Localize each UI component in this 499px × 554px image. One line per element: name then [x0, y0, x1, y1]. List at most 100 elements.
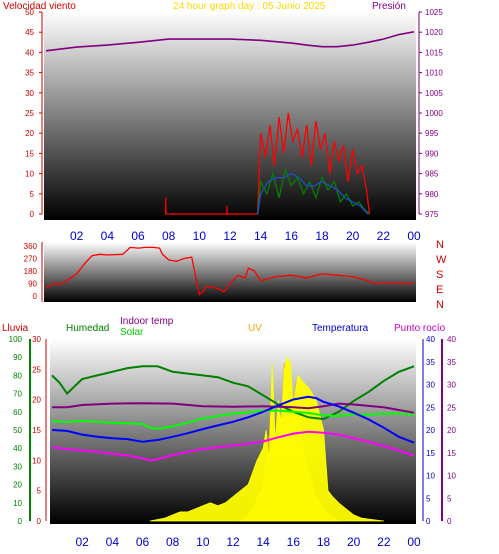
solar-tick-label: 20	[32, 396, 41, 405]
temperature-tick-label: 0	[426, 517, 431, 526]
wind-tick-label: 15	[25, 149, 34, 158]
pressure-tick-label: 1005	[425, 89, 443, 98]
series-line-3	[51, 395, 415, 444]
temperature-label: Temperatura	[312, 323, 369, 334]
solar-tick-label: 30	[32, 335, 41, 344]
indoor-temp-label: Indoor temp	[120, 316, 174, 327]
dewpoint-tick-label: 30	[447, 381, 456, 390]
x-tick-label: 20	[347, 535, 361, 549]
x-tick-label: 08	[162, 229, 176, 243]
wind-tick-label: 35	[25, 69, 34, 78]
wind-tick-label: 45	[25, 28, 34, 37]
direction-tick-label: 360	[24, 242, 38, 251]
temperature-tick-label: 10	[426, 472, 435, 481]
dewpoint-tick-label: 15	[447, 449, 456, 458]
humidity-tick-label: 20	[13, 481, 22, 490]
x-tick-label: 18	[315, 229, 329, 243]
x-tick-label: 00	[407, 229, 421, 243]
series-line-0	[45, 31, 415, 52]
series-line-1	[164, 112, 371, 215]
humidity-axis-label: Humedad	[66, 323, 109, 334]
humidity-tick-label: 0	[18, 517, 23, 526]
temperature-tick-label: 30	[426, 381, 435, 390]
x-tick-label: 02	[75, 535, 89, 549]
direction-tick-label: 270	[24, 255, 38, 264]
humidity-tick-label: 80	[13, 371, 22, 380]
wind-tick-label: 50	[25, 8, 34, 17]
x-tick-label: 22	[377, 535, 391, 549]
humidity-tick-label: 30	[13, 462, 22, 471]
pressure-tick-label: 975	[425, 210, 439, 219]
uv-label: UV	[248, 323, 262, 334]
x-tick-label: 18	[317, 535, 331, 549]
direction-panel-bg	[44, 242, 416, 302]
pressure-axis-label: Presión	[372, 1, 406, 12]
temperature-tick-label: 20	[426, 426, 435, 435]
temperature-tick-label: 40	[426, 335, 435, 344]
humidity-tick-label: 40	[13, 444, 22, 453]
series-line-4	[51, 430, 415, 462]
x-tick-label: 20	[346, 229, 360, 243]
pressure-tick-label: 1010	[425, 69, 443, 78]
solar-tick-label: 0	[37, 517, 42, 526]
humidity-tick-label: 100	[9, 335, 23, 344]
wind-tick-label: 0	[30, 210, 35, 219]
pressure-tick-label: 1000	[425, 109, 443, 118]
wind-panel-bg	[44, 12, 416, 220]
pressure-tick-label: 1020	[425, 28, 443, 37]
humidity-tick-label: 70	[13, 390, 22, 399]
humidity-tick-label: 50	[13, 426, 22, 435]
dewpoint-tick-label: 10	[447, 472, 456, 481]
dewpoint-tick-label: 5	[447, 494, 452, 503]
pressure-tick-label: 985	[425, 170, 439, 179]
x-tick-label: 02	[70, 229, 84, 243]
wind-tick-label: 10	[25, 170, 34, 179]
series-line-1	[52, 402, 415, 414]
humidity-tick-label: 90	[13, 353, 22, 362]
pressure-tick-label: 1015	[425, 48, 443, 57]
rain-axis-label: Lluvia	[2, 323, 29, 334]
series-line-2	[256, 167, 370, 215]
pressure-tick-label: 990	[425, 149, 439, 158]
dewpoint-tick-label: 25	[447, 403, 456, 412]
x-tick-label: 08	[166, 535, 180, 549]
dewpoint-tick-label: 40	[447, 335, 456, 344]
x-tick-label: 12	[223, 229, 237, 243]
compass-label: S	[436, 269, 443, 281]
solar-tick-label: 15	[32, 426, 41, 435]
solar-tick-label: 25	[32, 365, 41, 374]
chart-title: 24 hour graph day : 05 Junio 2025	[173, 1, 326, 12]
direction-tick-label: 90	[28, 280, 37, 289]
x-tick-label: 04	[101, 229, 115, 243]
wind-tick-label: 5	[30, 190, 35, 199]
pressure-tick-label: 980	[425, 190, 439, 199]
x-tick-label: 06	[136, 535, 150, 549]
solar-label: Solar	[120, 327, 144, 338]
dewpoint-label: Punto rocío	[394, 323, 446, 334]
humidity-tick-label: 10	[13, 499, 22, 508]
temp-panel-bg	[50, 339, 416, 524]
compass-label: N	[436, 299, 444, 311]
dewpoint-tick-label: 0	[447, 517, 452, 526]
wind-axis-label: Velocidad viento	[3, 1, 76, 12]
dewpoint-tick-label: 35	[447, 358, 456, 367]
temperature-tick-label: 15	[426, 449, 435, 458]
x-tick-label: 06	[131, 229, 145, 243]
x-tick-label: 14	[256, 535, 270, 549]
series-line-3	[256, 172, 369, 215]
temperature-tick-label: 5	[426, 494, 431, 503]
x-tick-label: 10	[193, 229, 207, 243]
x-tick-label: 12	[226, 535, 240, 549]
humidity-tick-label: 60	[13, 408, 22, 417]
compass-label: W	[436, 254, 447, 266]
x-tick-label: 14	[254, 229, 268, 243]
temperature-tick-label: 25	[426, 403, 435, 412]
wind-tick-label: 40	[25, 48, 34, 57]
direction-series-line	[45, 246, 414, 296]
wind-tick-label: 25	[25, 109, 34, 118]
direction-tick-label: 180	[24, 267, 38, 276]
compass-label: E	[436, 284, 443, 296]
wind-tick-label: 30	[25, 89, 34, 98]
wind-tick-label: 20	[25, 129, 34, 138]
temperature-tick-label: 35	[426, 358, 435, 367]
